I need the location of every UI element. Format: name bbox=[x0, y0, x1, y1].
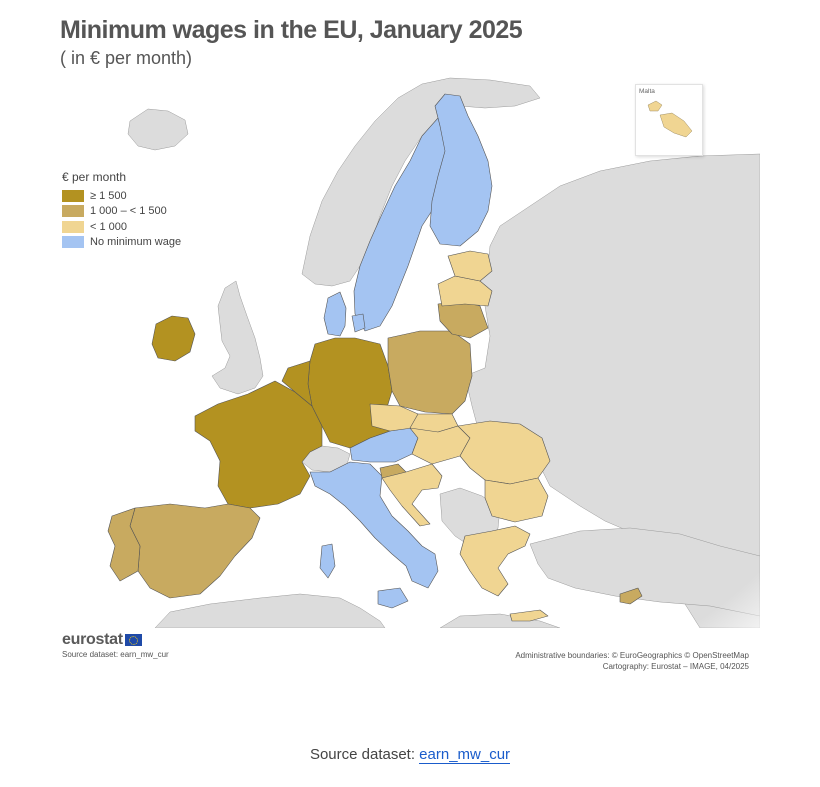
source-dataset-line: Source dataset: earn_mw_cur bbox=[0, 746, 820, 764]
map-legend: € per month ≥ 1 500 1 000 – < 1 500 < 1 … bbox=[62, 170, 181, 250]
legend-swatch bbox=[62, 220, 84, 233]
legend-title: € per month bbox=[62, 170, 127, 184]
country-malta bbox=[647, 100, 663, 112]
europe-map-svg bbox=[60, 76, 760, 628]
country-malta-main bbox=[659, 112, 693, 138]
legend-item: No minimum wage bbox=[62, 235, 181, 251]
legend-label: No minimum wage bbox=[90, 236, 182, 249]
source-dataset-caption: Source dataset: earn_mw_cur bbox=[62, 650, 169, 659]
malta-inset-map bbox=[647, 100, 693, 138]
map-edge-fade bbox=[60, 76, 760, 628]
legend-label: < 1 000 bbox=[90, 220, 128, 233]
credits-cartography: Cartography: Eurostat – IMAGE, 04/2025 bbox=[602, 662, 749, 671]
legend-swatch bbox=[62, 236, 84, 249]
legend-swatch bbox=[62, 205, 84, 218]
legend-item: < 1 000 bbox=[62, 219, 181, 235]
legend-item: 1 000 – < 1 500 bbox=[62, 204, 181, 220]
legend-item: ≥ 1 500 bbox=[62, 188, 181, 204]
legend-label: 1 000 – < 1 500 bbox=[90, 205, 167, 218]
map-credits: Administrative boundaries: © EuroGeograp… bbox=[515, 650, 749, 672]
eurostat-logo: eurostat bbox=[62, 631, 142, 649]
legend-label: ≥ 1 500 bbox=[90, 189, 127, 202]
legend-swatch bbox=[62, 189, 84, 202]
source-dataset-prefix: Source dataset: bbox=[309, 746, 420, 763]
malta-inset: Malta bbox=[635, 84, 703, 156]
credits-boundaries: Administrative boundaries: © EuroGeograp… bbox=[515, 651, 749, 660]
eu-flag-icon bbox=[124, 634, 142, 646]
malta-inset-label: Malta bbox=[639, 88, 655, 95]
source-dataset-link[interactable]: earn_mw_cur bbox=[419, 746, 511, 764]
eurostat-logo-text: eurostat bbox=[62, 631, 123, 648]
map-subtitle: ( in € per month) bbox=[60, 48, 193, 68]
map-title: Minimum wages in the EU, January 2025 bbox=[60, 16, 523, 44]
europe-map bbox=[60, 76, 760, 628]
